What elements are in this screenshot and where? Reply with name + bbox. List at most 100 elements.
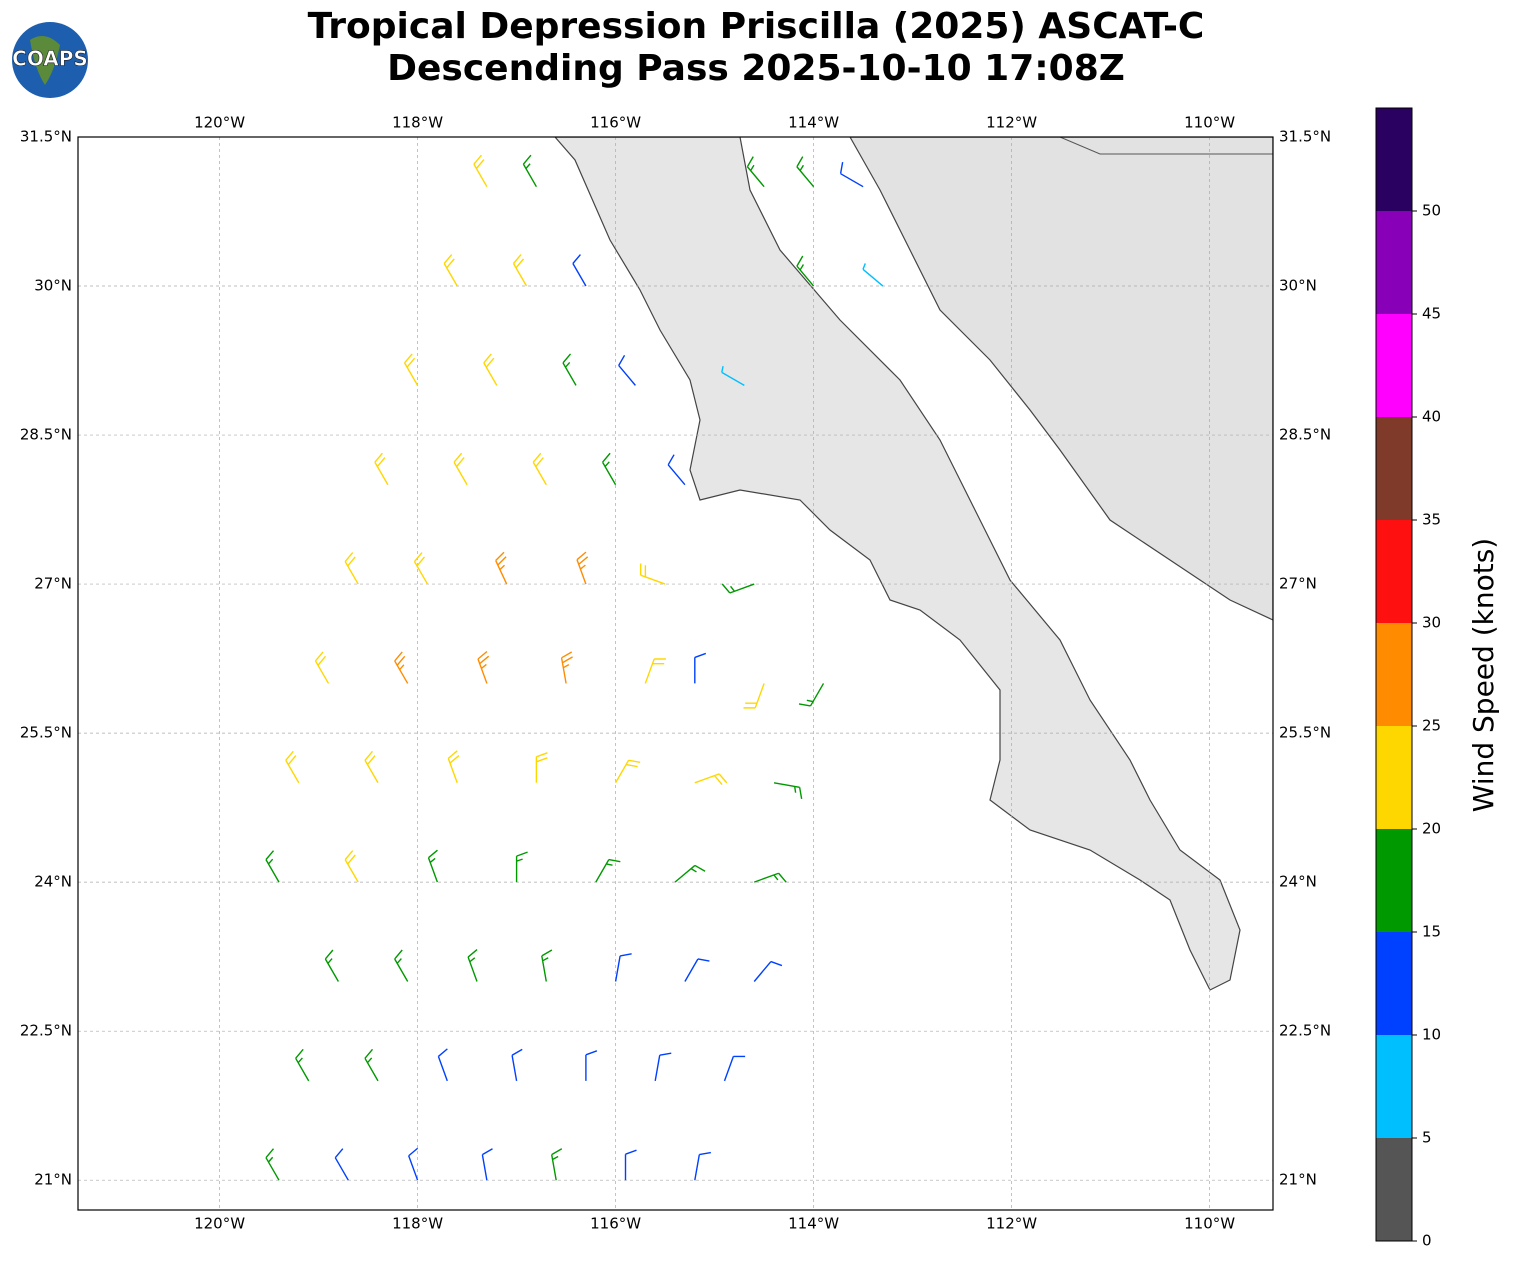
wind-barb: [654, 1052, 672, 1081]
x-tick-label: 110°W: [1184, 114, 1235, 132]
wind-barb: [535, 752, 548, 783]
wind-barb: [481, 1148, 493, 1181]
y-tick-label: 25.5°N: [1279, 724, 1331, 742]
wind-barb: [743, 683, 765, 709]
wind-barb: [684, 958, 710, 982]
colorbar-segment: [1376, 932, 1412, 1035]
colorbar-tick-label: 45: [1422, 305, 1441, 323]
wind-barb: [522, 154, 538, 188]
y-tick-label: 22.5°N: [20, 1022, 72, 1040]
x-tick-label: 120°W: [194, 1215, 245, 1233]
wind-barb: [667, 454, 686, 486]
wind-barb: [344, 850, 359, 883]
wind-barb: [477, 650, 490, 684]
wind-barb: [753, 872, 787, 883]
wind-barb: [562, 353, 577, 386]
wind-barb: [550, 1148, 563, 1181]
colorbar-tick-label: 0: [1422, 1232, 1432, 1250]
wind-barb: [447, 750, 460, 784]
wind-barb: [639, 563, 666, 585]
wind-barb: [403, 353, 419, 386]
x-tick-label: 118°W: [392, 1215, 443, 1233]
y-tick-label: 30°N: [1279, 277, 1317, 295]
wind-barb: [285, 750, 300, 784]
y-tick-label: 21°N: [34, 1171, 72, 1189]
colorbar-segment: [1376, 417, 1412, 520]
plot-frame: [77, 136, 1274, 1211]
grid: [78, 136, 1273, 1210]
wind-barb: [515, 851, 528, 883]
x-tick-label: 116°W: [590, 1215, 641, 1233]
wind-barb: [839, 162, 864, 188]
y-tick-label: 27°N: [34, 575, 72, 593]
wind-barb: [585, 1050, 598, 1081]
wind-barb: [265, 1148, 280, 1181]
colorbar-segment: [1376, 314, 1412, 417]
wind-barb: [614, 953, 632, 982]
wind-barb: [295, 1048, 310, 1082]
colorbar-segment: [1376, 1138, 1412, 1241]
wind-barb: [532, 452, 547, 486]
wind-barb: [394, 651, 409, 684]
wind-barb: [541, 949, 553, 982]
y-tick-label: 31.5°N: [1279, 128, 1331, 146]
colorbar-segment: [1376, 623, 1412, 726]
colorbar-segment: [1376, 829, 1412, 932]
colorbar-frame: [1375, 107, 1413, 1242]
wind-barb: [753, 960, 783, 982]
wind-barb: [427, 849, 439, 883]
colorbar-tick-label: 35: [1422, 511, 1441, 529]
wind-barb: [773, 782, 803, 799]
y-tick-label: 21°N: [1279, 1171, 1317, 1189]
wind-barb: [344, 552, 359, 585]
wind-barb: [394, 949, 409, 982]
barbs: [265, 154, 884, 1181]
wind-barb: [364, 1048, 379, 1082]
colorbar-tick-label: 25: [1422, 717, 1441, 735]
y-tick-label: 28.5°N: [1279, 426, 1331, 444]
x-tick-label: 114°W: [788, 1215, 839, 1233]
y-tick-label: 22.5°N: [1279, 1022, 1331, 1040]
colorbar-tick-label: 10: [1422, 1026, 1441, 1044]
wind-barb: [796, 156, 815, 188]
logo-text: COAPS: [12, 47, 88, 71]
colorbar-segment: [1376, 1035, 1412, 1138]
x-tick-label: 116°W: [590, 114, 641, 132]
y-tick-label: 25.5°N: [20, 724, 72, 742]
colorbar-tick-label: 5: [1422, 1129, 1432, 1147]
wind-barb: [437, 1048, 448, 1082]
wind-barb: [265, 850, 280, 883]
wind-barb: [674, 864, 706, 883]
wind-barb: [723, 1055, 746, 1082]
wind-barb: [512, 254, 528, 287]
wind-barb: [694, 773, 728, 786]
wind-barb: [721, 366, 745, 386]
wind-barb: [721, 583, 755, 594]
y-tick-label: 27°N: [1279, 575, 1317, 593]
wind-barb: [618, 354, 636, 386]
x-tick-label: 112°W: [986, 1215, 1037, 1233]
wind-barb: [374, 452, 389, 486]
wind-barb: [796, 255, 815, 287]
y-tick-label: 28.5°N: [20, 426, 72, 444]
wind-barb: [473, 154, 488, 188]
colorbar-tick-label: 20: [1422, 820, 1441, 838]
wind-barb: [511, 1048, 523, 1081]
y-tick-label: 30°N: [34, 277, 72, 295]
wind-barb: [483, 353, 498, 386]
colorbar-segment: [1376, 211, 1412, 314]
y-tick-label: 24°N: [1279, 873, 1317, 891]
wind-barb: [572, 254, 587, 287]
colorbar-label: Wind Speed (knots): [1467, 538, 1500, 812]
colorbar-tick-label: 15: [1422, 923, 1441, 941]
wind-barb: [601, 452, 617, 486]
wind-barb: [644, 658, 666, 684]
wind-barb: [453, 452, 468, 486]
wind-barb: [560, 651, 573, 684]
colorbar-segment: [1376, 108, 1412, 211]
colorbar-segment: [1376, 520, 1412, 623]
wind-barb: [694, 1151, 711, 1181]
colorbar-tick-label: 50: [1422, 202, 1441, 220]
colorbar-tick-label: 40: [1422, 408, 1441, 426]
